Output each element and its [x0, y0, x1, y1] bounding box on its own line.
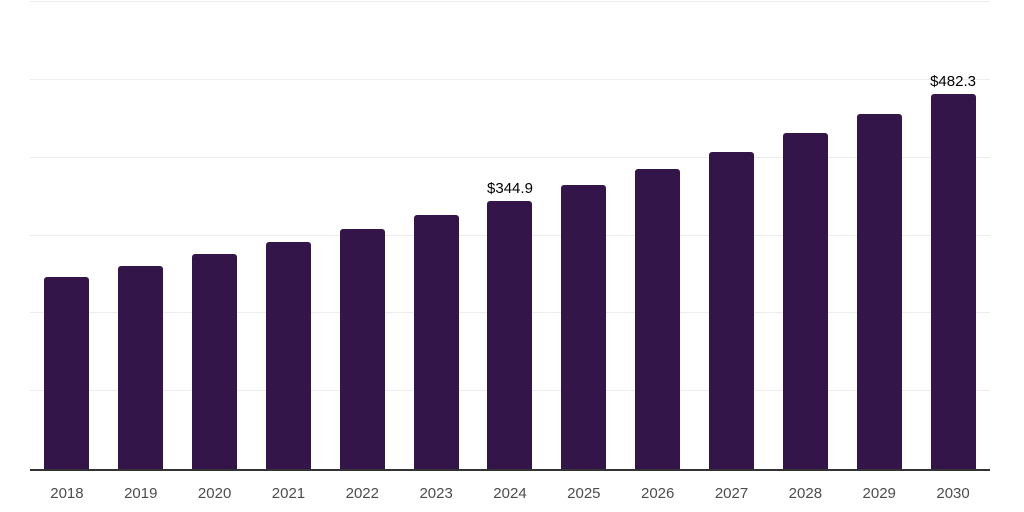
bar	[782, 133, 828, 469]
bar-slot	[325, 2, 399, 469]
bar	[561, 185, 607, 469]
bar	[44, 277, 90, 469]
x-tick-label: 2019	[124, 485, 158, 502]
bar	[192, 254, 238, 469]
bar-slot	[399, 2, 473, 469]
bar-slot	[252, 2, 326, 469]
bar-value-label: $482.3	[930, 72, 976, 90]
bar	[265, 241, 311, 469]
bar-slot	[842, 2, 916, 469]
bar-slot	[768, 2, 842, 469]
bar-slot	[178, 2, 252, 469]
bar-slot	[547, 2, 621, 469]
bar	[413, 215, 459, 469]
x-tick-label: 2021	[271, 485, 306, 502]
gridline	[30, 156, 990, 158]
x-tick-label: 2020	[197, 485, 232, 502]
x-tick-label: 2022	[345, 485, 379, 502]
bar	[487, 200, 533, 469]
x-tick-label: 2023	[419, 485, 453, 502]
bar	[635, 168, 681, 469]
x-tick-label: 2030	[936, 485, 970, 502]
bar-slot	[30, 2, 104, 469]
bar-slot	[104, 2, 178, 469]
plot-area: $344.9 $482.3	[30, 1, 990, 471]
bar-value-label: $344.9	[487, 179, 533, 197]
bar	[118, 266, 164, 469]
x-axis: 2018 2019 2020 2021 2022 2023 2024 2025 2026 2027…	[30, 471, 990, 512]
x-tick-label: 2029	[862, 485, 896, 502]
x-tick-label: 2026	[640, 485, 675, 502]
bar	[339, 228, 385, 469]
gridline	[30, 78, 990, 80]
x-tick-label: 2028	[788, 485, 823, 502]
bar-slot: $344.9	[473, 2, 547, 469]
x-tick-label: 2018	[50, 485, 84, 502]
bar-slot: $482.3	[916, 2, 990, 469]
bar-slot	[695, 2, 769, 469]
x-tick-label: 2024	[493, 485, 527, 502]
bar	[709, 151, 755, 469]
bar	[930, 93, 976, 469]
bar-slot	[621, 2, 695, 469]
x-tick-label: 2025	[567, 485, 601, 502]
bar	[856, 114, 902, 469]
x-tick-label: 2027	[714, 485, 749, 502]
bars-container: $344.9 $482.3	[30, 2, 990, 469]
gridline	[30, 1, 990, 2]
